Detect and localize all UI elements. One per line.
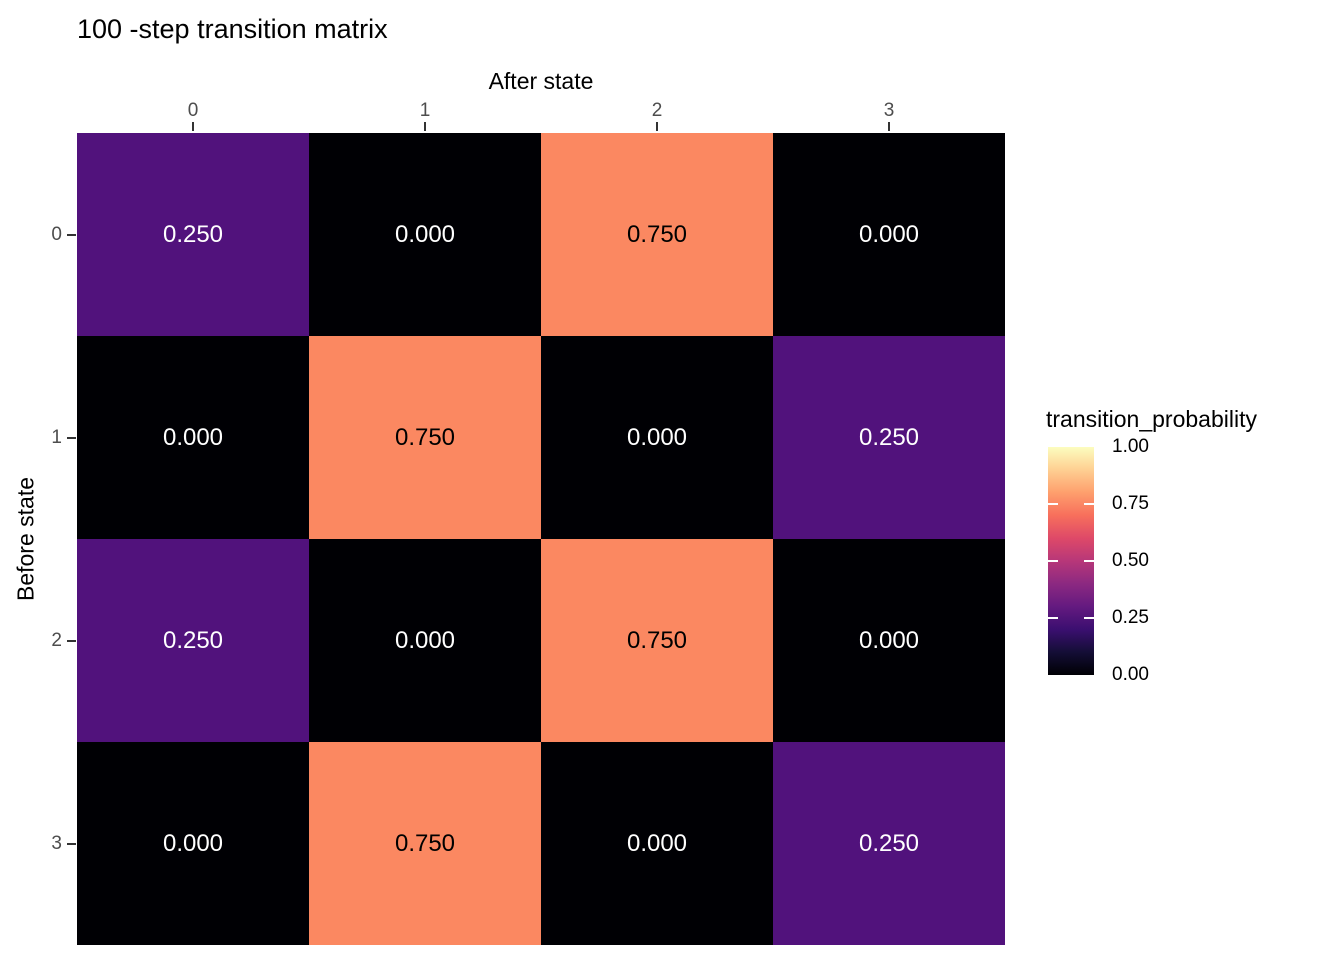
colorbar-tick-mark bbox=[1048, 503, 1058, 505]
heatmap-cell: 0.000 bbox=[773, 539, 1005, 742]
colorbar-tick-mark bbox=[1084, 617, 1094, 619]
y-tick-label: 3 bbox=[51, 832, 62, 854]
y-tick-label: 1 bbox=[51, 426, 62, 448]
colorbar-tick-label: 0.75 bbox=[1112, 493, 1149, 514]
y-tick-mark bbox=[67, 639, 76, 642]
colorbar-tick-mark bbox=[1048, 560, 1058, 562]
colorbar-tick-label: 0.50 bbox=[1112, 550, 1149, 571]
x-tick-mark bbox=[192, 122, 194, 131]
heatmap-cell: 0.000 bbox=[77, 336, 309, 539]
heatmap-cell: 0.000 bbox=[77, 742, 309, 945]
colorbar-tick-mark bbox=[1084, 503, 1094, 505]
heatmap-panel: 0.250 0.000 0.750 0.000 0.000 0.750 0.000 0.250… bbox=[77, 133, 1005, 945]
x-tick-mark bbox=[888, 122, 890, 131]
colorbar-tick-label: 0.25 bbox=[1112, 607, 1149, 628]
x-tick-label: 1 bbox=[419, 100, 431, 121]
heatmap-cell: 0.000 bbox=[309, 539, 541, 742]
y-tick-mark bbox=[67, 436, 76, 439]
y-axis-tick-labels: 0 1 2 3 bbox=[0, 133, 62, 945]
heatmap-cell: 0.000 bbox=[541, 336, 773, 539]
colorbar-tick-mark bbox=[1048, 617, 1058, 619]
y-tick-mark bbox=[67, 842, 76, 845]
heatmap-cell: 0.250 bbox=[77, 539, 309, 742]
x-tick-label: 0 bbox=[187, 100, 199, 121]
legend-title: transition_probability bbox=[1046, 406, 1257, 432]
y-tick-label: 0 bbox=[51, 223, 62, 245]
y-tick-label: 2 bbox=[51, 629, 62, 651]
x-tick-label: 3 bbox=[883, 100, 895, 121]
x-tick-mark bbox=[424, 122, 426, 131]
heatmap-cell: 0.750 bbox=[309, 336, 541, 539]
heatmap-cell: 0.750 bbox=[541, 539, 773, 742]
x-axis-title: After state bbox=[488, 68, 594, 94]
heatmap-cell: 0.750 bbox=[309, 742, 541, 945]
colorbar-tick-label: 1.00 bbox=[1112, 436, 1149, 457]
heatmap-cell: 0.000 bbox=[309, 133, 541, 336]
colorbar-tick-label: 0.00 bbox=[1112, 664, 1149, 685]
heatmap-cell: 0.250 bbox=[77, 133, 309, 336]
x-axis-tick-labels: 0 1 2 3 bbox=[77, 100, 1005, 122]
x-tick-label: 2 bbox=[651, 100, 663, 121]
plot-title: 100 -step transition matrix bbox=[77, 14, 388, 44]
heatmap-cell: 0.750 bbox=[541, 133, 773, 336]
heatmap-cell: 0.000 bbox=[773, 133, 1005, 336]
colorbar-tick-mark bbox=[1084, 560, 1094, 562]
heatmap-cell: 0.000 bbox=[541, 742, 773, 945]
y-tick-mark bbox=[67, 233, 76, 236]
x-tick-mark bbox=[656, 122, 658, 131]
heatmap-cell: 0.250 bbox=[773, 742, 1005, 945]
heatmap-cell: 0.250 bbox=[773, 336, 1005, 539]
